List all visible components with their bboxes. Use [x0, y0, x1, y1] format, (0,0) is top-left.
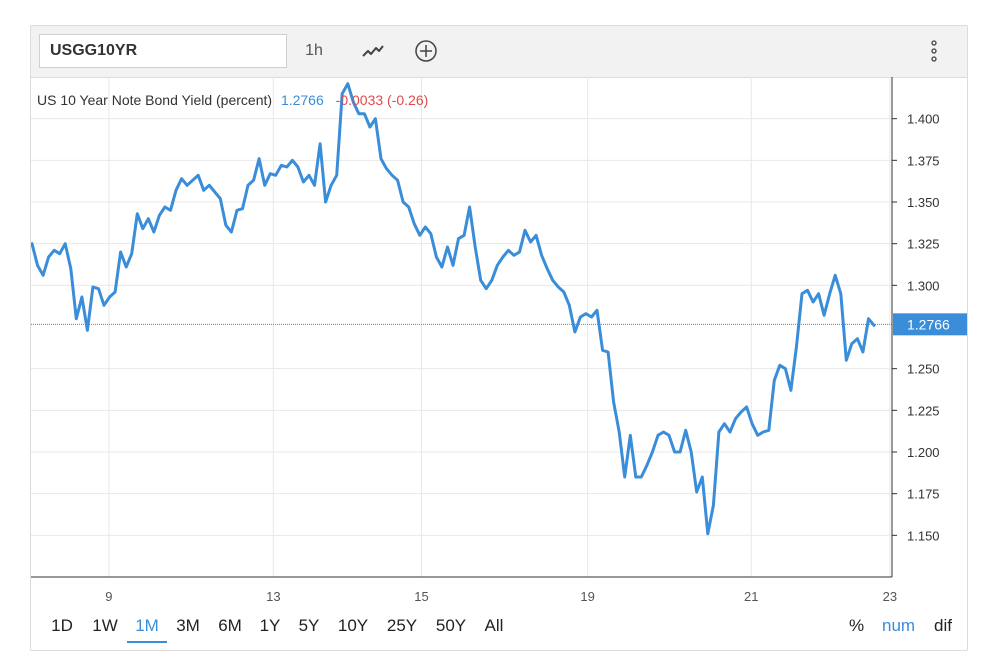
price-tick-label: 1.175 [907, 487, 940, 502]
range-all[interactable]: All [484, 616, 504, 635]
range-1y[interactable]: 1Y [259, 616, 281, 635]
range-25y[interactable]: 25Y [386, 616, 418, 635]
more-menu-button[interactable] [924, 34, 944, 68]
symbol-input[interactable] [39, 34, 287, 68]
time-axis: 9 13 15 19 21 23 [105, 589, 897, 604]
plus-circle-icon [415, 40, 437, 62]
range-6m[interactable]: 6M [218, 616, 242, 635]
vertical-dots-icon [931, 40, 937, 62]
time-tick-label: 13 [266, 589, 280, 604]
mode-percent[interactable]: % [849, 616, 865, 635]
svg-text:1.2766: 1.2766 [907, 316, 950, 332]
price-axis: 1.400 1.375 1.350 1.325 1.300 1.250 1.225 1.200… [892, 112, 940, 543]
chart-toolbar: 1h [31, 26, 967, 78]
line-chart-icon [362, 45, 384, 57]
time-tick-label: 9 [105, 589, 112, 604]
chart-area[interactable]: 1.400 1.375 1.350 1.325 1.300 1.250 1.225 1.200… [31, 26, 967, 606]
interval-label: 1h [305, 42, 323, 59]
price-tick-label: 1.350 [907, 195, 940, 210]
price-tag: 1.2766 [893, 313, 967, 336]
mode-num[interactable]: num [882, 616, 916, 635]
price-tick-label: 1.150 [907, 528, 940, 543]
range-10y[interactable]: 10Y [337, 616, 369, 635]
range-5y[interactable]: 5Y [298, 616, 320, 635]
range-1m[interactable]: 1M [127, 611, 167, 643]
chart-widget: 1h 1.4001.3751.3501.3251.3001.2501.2251.… [30, 25, 968, 651]
range-50y[interactable]: 50Y [435, 616, 467, 635]
add-indicator-button[interactable] [409, 34, 443, 68]
price-tick-label: 1.225 [907, 403, 940, 418]
legend-change: -0.0033 (-0.26) [336, 92, 429, 108]
range-3m[interactable]: 3M [176, 616, 200, 635]
price-tick-label: 1.325 [907, 237, 940, 252]
price-tick-label: 1.200 [907, 445, 940, 460]
time-tick-label: 23 [883, 589, 897, 604]
legend-last: 1.2766 [281, 92, 324, 108]
price-tick-label: 1.300 [907, 278, 940, 293]
price-tick-label: 1.400 [907, 112, 940, 127]
range-1d[interactable]: 1D [51, 616, 73, 635]
price-tick-label: 1.375 [907, 153, 940, 168]
chart-type-button[interactable] [356, 34, 390, 68]
mode-dif[interactable]: dif [934, 616, 952, 635]
price-tick-label: 1.250 [907, 362, 940, 377]
time-tick-label: 21 [744, 589, 758, 604]
range-1w[interactable]: 1W [92, 616, 118, 635]
range-selector: 1D 1W 1M 3M 6M 1Y 5Y 10Y 25Y 50Y All % n… [31, 611, 967, 645]
grid-lines [31, 77, 892, 577]
interval-button[interactable]: 1h [294, 34, 334, 68]
legend: US 10 Year Note Bond Yield (percent) 1.2… [37, 92, 428, 108]
time-tick-label: 15 [414, 589, 428, 604]
legend-name: US 10 Year Note Bond Yield (percent) [37, 92, 272, 108]
time-tick-label: 19 [580, 589, 594, 604]
series-line [31, 82, 876, 536]
